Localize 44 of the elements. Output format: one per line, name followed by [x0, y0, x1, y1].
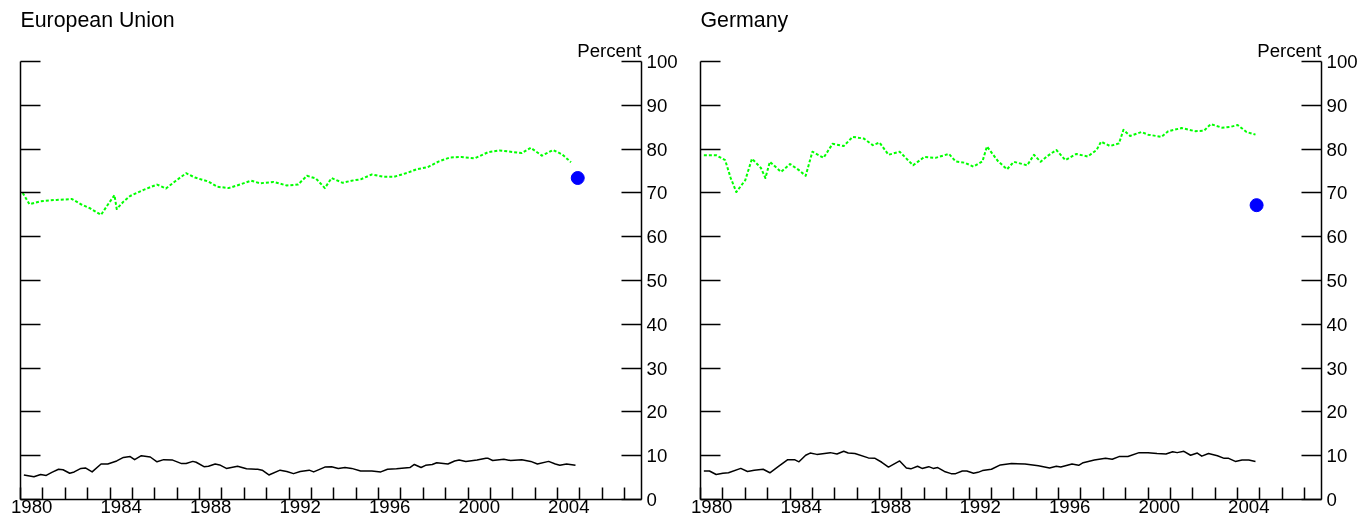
x-tick-label: 1980: [690, 495, 733, 517]
y-tick-label: 60: [1326, 226, 1348, 248]
chart-title: European Union: [20, 7, 175, 32]
y-tick-label: 40: [646, 313, 668, 335]
line-series: [23, 454, 577, 478]
x-tick-label: 1984: [780, 495, 822, 517]
x-tick-label: 2004: [1228, 495, 1270, 517]
y-tick-label: 90: [646, 94, 668, 116]
y-tick-label: 90: [1326, 94, 1348, 116]
y-tick-label: 70: [646, 182, 668, 204]
line-series: [702, 123, 1257, 194]
y-tick-label: 30: [1326, 357, 1348, 379]
y-tick-label: 10: [1326, 445, 1348, 467]
y-tick-label: 80: [646, 138, 668, 160]
y-tick-label: 60: [646, 226, 668, 248]
x-tick-label: 1996: [368, 495, 411, 517]
y-tick-label: 100: [646, 51, 678, 72]
x-tick-label: 1992: [279, 495, 321, 517]
y-tick-label: 50: [646, 270, 668, 291]
y-tick-label: 50: [1326, 270, 1348, 291]
x-tick-label: 1996: [1048, 495, 1091, 517]
y-axis-title: Percent: [1257, 39, 1323, 61]
x-tick-label: 1992: [959, 495, 1001, 517]
y-tick-label: 80: [1326, 138, 1348, 160]
x-tick-label: 1984: [100, 495, 142, 517]
line-series: [703, 450, 1257, 476]
y-tick-label: 20: [1326, 401, 1348, 423]
y-tick-label: 100: [1326, 51, 1358, 72]
y-tick-label: 0: [1326, 489, 1337, 510]
y-tick-label: 0: [646, 489, 657, 510]
y-tick-label: 70: [1326, 182, 1348, 204]
x-tick-label: 1980: [10, 495, 53, 517]
x-tick-label: 2000: [458, 495, 501, 517]
chart-title: Germany: [700, 7, 789, 32]
y-tick-label: 30: [646, 357, 668, 379]
x-tick-label: 2004: [548, 495, 590, 517]
x-tick-label: 1988: [189, 495, 232, 517]
x-tick-label: 2000: [1138, 495, 1181, 517]
y-tick-label: 10: [646, 445, 668, 467]
y-tick-label: 20: [646, 401, 668, 423]
line-series: [21, 146, 573, 216]
y-axis-title: Percent: [577, 39, 643, 61]
y-tick-label: 40: [1326, 313, 1348, 335]
x-tick-label: 1988: [869, 495, 912, 517]
